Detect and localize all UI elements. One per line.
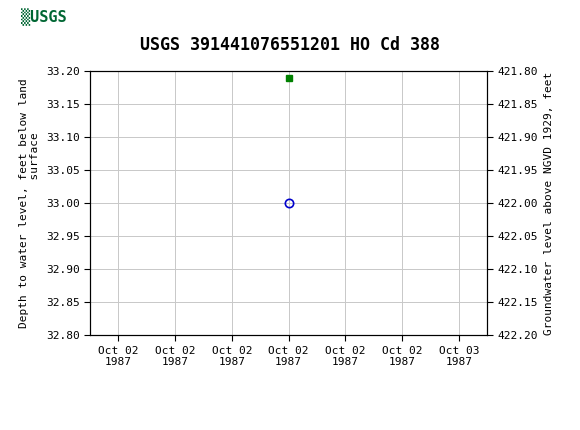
Bar — [6, 3, 81, 32]
Y-axis label: Groundwater level above NGVD 1929, feet: Groundwater level above NGVD 1929, feet — [543, 71, 554, 335]
Text: USGS 391441076551201 HO Cd 388: USGS 391441076551201 HO Cd 388 — [140, 36, 440, 54]
Text: ▒USGS: ▒USGS — [21, 9, 66, 26]
Y-axis label: Depth to water level, feet below land
              surface: Depth to water level, feet below land su… — [19, 78, 40, 328]
